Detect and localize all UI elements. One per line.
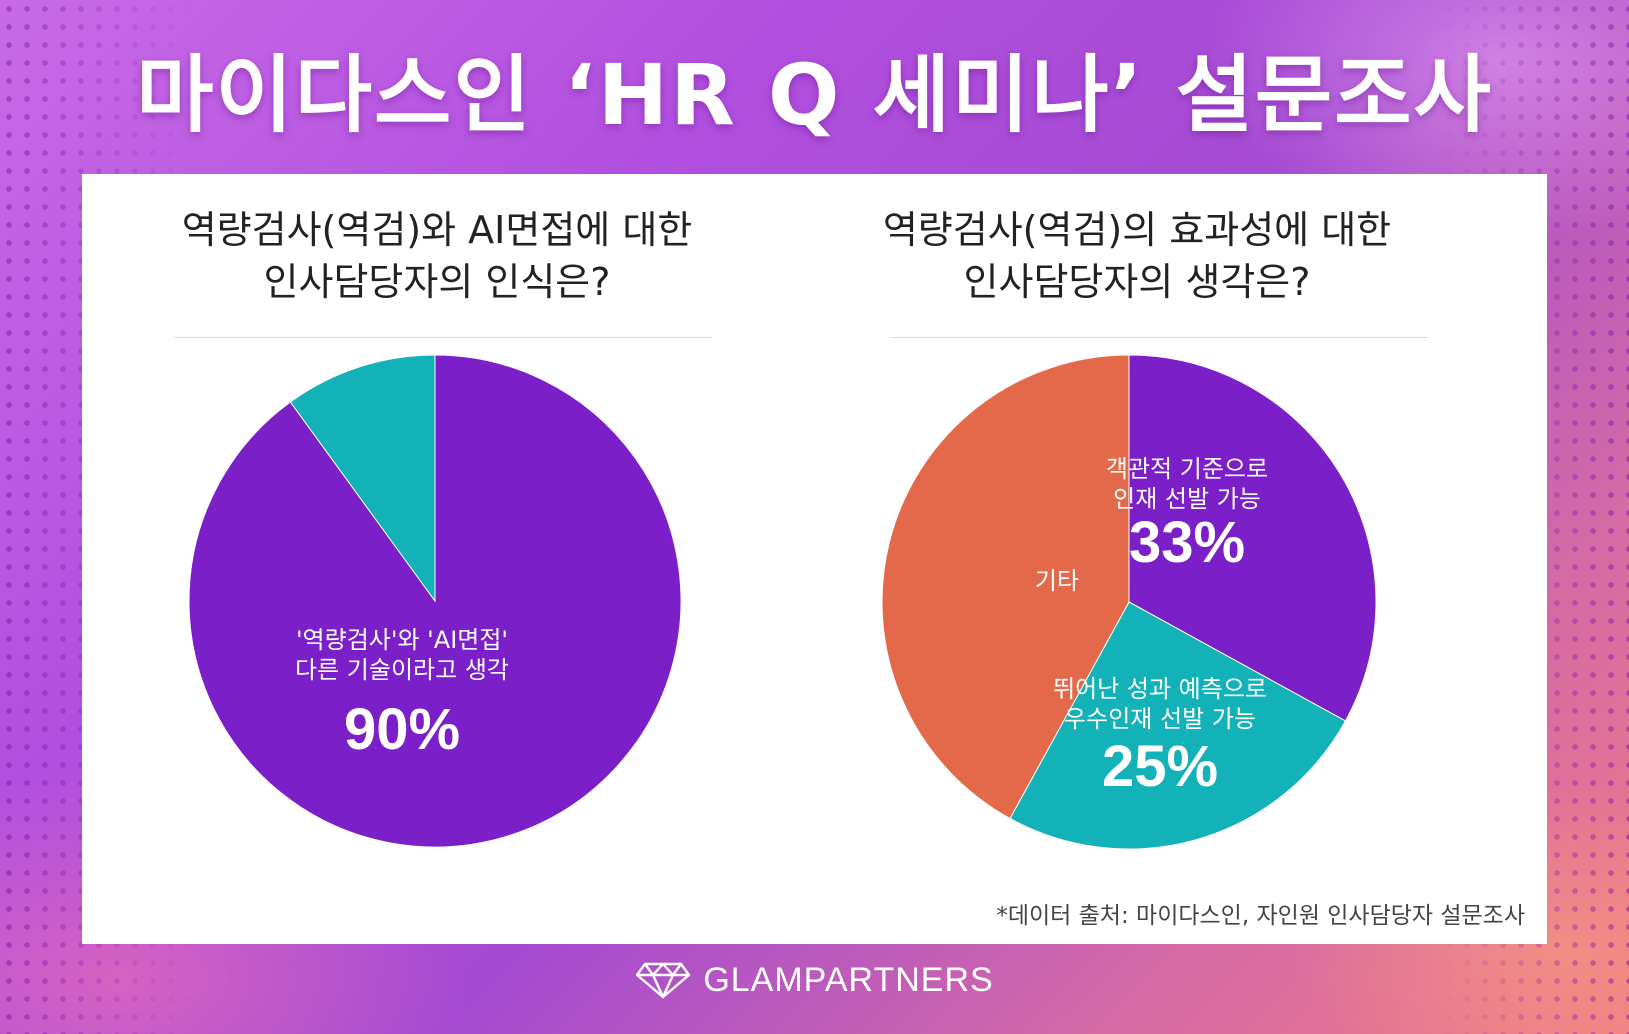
chart-1-divider (174, 337, 712, 338)
chart-2-slice-3-label-line-1: 기타 (1035, 567, 1079, 595)
chart-2-slice-1 (1128, 354, 1377, 722)
chart-2-title-line-1: 역량검사(역검)의 효과성에 대한 (882, 208, 1392, 252)
chart-2-slice-2 (1009, 601, 1347, 850)
chart-1-pie: '역량검사'와 'AI면접'다른 기술이라고 생각 90% (188, 354, 682, 848)
chart-2-slice-1-label-line-2: 인재 선발 가능 (1113, 485, 1261, 513)
source-note: *데이터 출처: 마이다스인, 자인원 인사담당자 설문조사 (996, 903, 1525, 929)
chart-2-slice-2-label-line-1: 뛰어난 성과 예측으로 (1053, 675, 1267, 703)
chart-2-title: 역량검사(역검)의 효과성에 대한 인사담당자의 생각은? (842, 204, 1432, 308)
chart-1-title-line-1: 역량검사(역검)와 AI면접에 대한 (181, 208, 693, 252)
chart-1-slice-1-label-line-2: 다른 기술이라고 생각 (295, 656, 509, 684)
chart-panel: 역량검사(역검)와 AI면접에 대한 인사담당자의 인식은? '역량검사'와 '… (82, 174, 1547, 944)
chart-2-slice-2-label-line-2: 우수인재 선발 가능 (1064, 705, 1256, 733)
chart-1-title: 역량검사(역검)와 AI면접에 대한 인사담당자의 인식은? (142, 204, 732, 308)
chart-1-slice-1-value-label: 90% (344, 697, 460, 762)
footer-brand: GLAMPARTNERS (0, 960, 1629, 1000)
chart-2-title-line-2: 인사담당자의 생각은? (963, 260, 1311, 304)
chart-1-slice-1-label-line-1: '역량검사'와 'AI면접' (296, 626, 508, 654)
brand-name: GLAMPARTNERS (703, 960, 994, 999)
chart-2-divider (890, 337, 1428, 338)
chart-1-slice-2 (289, 354, 436, 603)
chart-2-slice-3 (881, 354, 1130, 820)
chart-1-slice-1 (188, 354, 682, 848)
chart-2-slice-2-value-label: 25% (1102, 734, 1218, 799)
chart-2-slice-1-label-line-1: 객관적 기준으로 (1106, 455, 1268, 483)
chart-1-title-line-2: 인사담당자의 인식은? (263, 260, 611, 304)
chart-2-slice-1-value-label: 33% (1129, 510, 1245, 575)
page-title: 마이다스인 ‘HR Q 세미나’ 설문조사 (136, 46, 1493, 144)
diamond-icon (636, 962, 691, 999)
